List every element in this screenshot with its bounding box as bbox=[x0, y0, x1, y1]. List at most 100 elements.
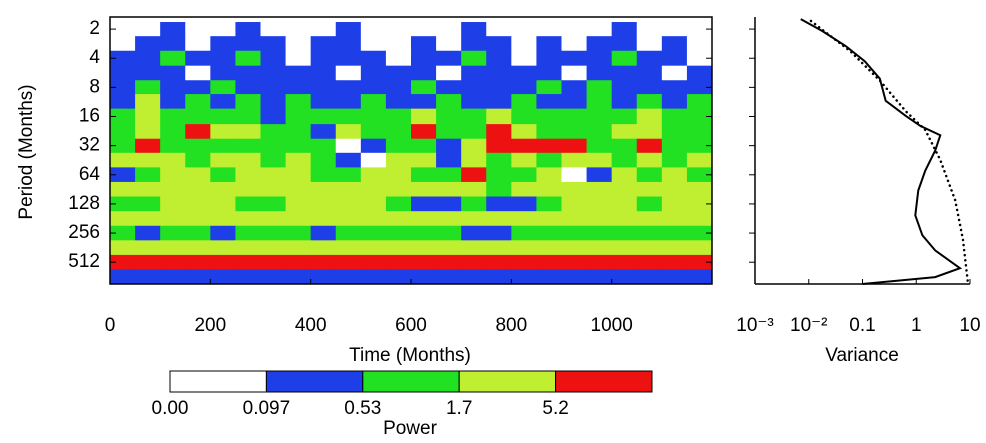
contour-cell bbox=[511, 240, 538, 256]
contour-cell bbox=[360, 152, 387, 168]
contour-cell bbox=[411, 80, 437, 95]
contour-cell bbox=[285, 225, 312, 241]
contour-cell bbox=[486, 181, 512, 198]
contour-cell bbox=[160, 50, 186, 67]
contour-cell bbox=[335, 124, 362, 140]
contour-cell bbox=[210, 167, 237, 183]
contour-cell bbox=[461, 108, 487, 125]
contour-cell bbox=[260, 225, 287, 241]
contour-cell bbox=[335, 94, 362, 110]
contour-cell bbox=[360, 50, 387, 67]
contour-cell bbox=[360, 65, 387, 81]
contour-cell bbox=[686, 65, 712, 81]
contour-cell bbox=[160, 152, 186, 168]
contour-cell bbox=[135, 22, 161, 37]
contour-cell bbox=[385, 108, 412, 125]
contour-cell bbox=[210, 254, 237, 271]
contour-cell bbox=[686, 269, 712, 284]
contour-cell bbox=[486, 196, 512, 212]
contour-cell bbox=[185, 211, 211, 227]
contour-cell bbox=[310, 240, 337, 256]
contour-cell bbox=[210, 108, 237, 125]
contour-cell bbox=[586, 22, 613, 37]
contour-cell bbox=[260, 240, 287, 256]
x-tick-label: 10 bbox=[959, 315, 980, 336]
contour-cell bbox=[160, 181, 186, 198]
contour-cell bbox=[486, 80, 512, 95]
contour-cell bbox=[210, 196, 237, 212]
contour-cell bbox=[360, 211, 387, 227]
contour-cell bbox=[486, 36, 512, 52]
contour-cell bbox=[411, 138, 437, 154]
contour-cell bbox=[135, 167, 161, 183]
contour-cell bbox=[235, 138, 262, 154]
contour-cell bbox=[611, 152, 638, 168]
contour-cell bbox=[661, 138, 688, 154]
contour-cell bbox=[436, 138, 462, 154]
contour-cell bbox=[561, 254, 588, 271]
contour-cell bbox=[235, 22, 262, 37]
contour-cell bbox=[110, 181, 136, 198]
contour-cell bbox=[536, 225, 563, 241]
contour-cell bbox=[611, 22, 638, 37]
colorbar-tick-label: 0.097 bbox=[243, 398, 291, 419]
contour-cell bbox=[486, 124, 512, 140]
contour-cell bbox=[135, 124, 161, 140]
contour-cell bbox=[235, 240, 262, 256]
contour-cell bbox=[461, 211, 487, 227]
contour-cell bbox=[360, 269, 387, 284]
contour-cell bbox=[611, 124, 638, 140]
contour-cell bbox=[611, 50, 638, 67]
contour-cell bbox=[536, 196, 563, 212]
contour-cell bbox=[636, 240, 663, 256]
x-tick-label: 10⁻² bbox=[790, 315, 828, 336]
contour-cell bbox=[511, 50, 538, 67]
contour-cell bbox=[235, 124, 262, 140]
contour-cell bbox=[511, 124, 538, 140]
contour-cell bbox=[385, 80, 412, 95]
significance-line bbox=[809, 19, 970, 286]
contour-cell bbox=[461, 36, 487, 52]
contour-cell bbox=[536, 50, 563, 67]
contour-cell bbox=[461, 196, 487, 212]
contour-cell bbox=[686, 124, 712, 140]
contour-cell bbox=[210, 211, 237, 227]
contour-cell bbox=[110, 211, 136, 227]
contour-cell bbox=[461, 152, 487, 168]
contour-cell bbox=[686, 211, 712, 227]
contour-cell bbox=[185, 269, 211, 284]
contour-cell bbox=[110, 124, 136, 140]
contour-cell bbox=[636, 196, 663, 212]
contour-cell bbox=[235, 108, 262, 125]
y-tick-label: 512 bbox=[68, 251, 100, 272]
contour-cell bbox=[436, 152, 462, 168]
contour-cell bbox=[110, 269, 136, 284]
contour-cell bbox=[636, 269, 663, 284]
contour-cell bbox=[461, 50, 487, 67]
contour-cell bbox=[661, 80, 688, 95]
contour-cell bbox=[511, 167, 538, 183]
contour-cell bbox=[110, 65, 136, 81]
contour-cell bbox=[385, 196, 412, 212]
contour-cell bbox=[636, 50, 663, 67]
contour-cell bbox=[461, 22, 487, 37]
contour-cell bbox=[385, 94, 412, 110]
contour-cell bbox=[511, 152, 538, 168]
contour-cell bbox=[511, 80, 538, 95]
contour-cell bbox=[160, 108, 186, 125]
contour-cell bbox=[185, 167, 211, 183]
contour-cell bbox=[235, 181, 262, 198]
contour-cell bbox=[235, 269, 262, 284]
contour-cell bbox=[310, 124, 337, 140]
contour-cell bbox=[235, 50, 262, 67]
contour-cell bbox=[436, 181, 462, 198]
contour-cell bbox=[285, 138, 312, 154]
contour-cell bbox=[110, 225, 136, 241]
contour-cell bbox=[586, 181, 613, 198]
contour-cell bbox=[411, 108, 437, 125]
contour-cell bbox=[185, 225, 211, 241]
contour-cell bbox=[436, 211, 462, 227]
contour-cell bbox=[561, 50, 588, 67]
contour-cell bbox=[135, 269, 161, 284]
contour-cell bbox=[210, 181, 237, 198]
